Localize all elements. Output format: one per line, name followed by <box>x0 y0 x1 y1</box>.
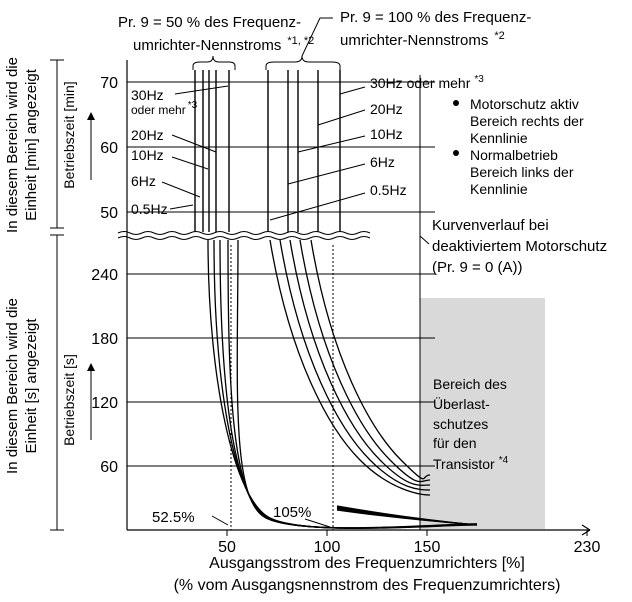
label-30hz-right: 30Hz oder mehr *3 <box>370 74 484 91</box>
label-30hz-left: 30Hz <box>131 87 164 103</box>
label-20hz-right: 20Hz <box>370 101 403 117</box>
label-30hz-right-sup: *3 <box>474 74 484 85</box>
transistor-sup: *4 <box>499 455 509 466</box>
brace-left <box>192 55 236 70</box>
marker-52-5-label: 52.5% <box>152 509 195 526</box>
label-20hz-left: 20Hz <box>131 127 164 143</box>
y-tick-labels: 70 60 50 240 180 120 60 <box>91 75 118 476</box>
kurven-arrow <box>419 235 430 245</box>
transistor-label-5: Transistor *4 <box>433 455 509 472</box>
transistor-label-1: Bereich des <box>433 376 507 392</box>
bullet-1-line2: Bereich rechts der <box>470 113 584 129</box>
marker-105-arrow <box>304 518 331 528</box>
bullet-1-line3: Kennlinie <box>470 130 528 146</box>
curve-tail <box>336 505 478 526</box>
curve-100pct <box>310 239 431 480</box>
curve-100pct <box>279 239 431 491</box>
label-10hz-right: 10Hz <box>370 126 403 142</box>
top-left-sup: *1, *2 <box>287 35 314 47</box>
y-axis-arrowhead-min <box>87 112 95 120</box>
x-tick-labels: 50 100 150 230 <box>218 530 600 556</box>
axis-break <box>117 236 371 240</box>
label-10hz-left-arrow <box>171 156 209 170</box>
x-tick-label: 150 <box>414 539 441 556</box>
x-tick-label: 230 <box>574 539 601 556</box>
marker-52-5-arrow <box>211 515 229 526</box>
marker-105-label: 105% <box>273 504 311 521</box>
kurven-label-3: (Pr. 9 = 0 (A)) <box>432 259 522 276</box>
y-axis-label-min: Betriebszeit [min] <box>61 81 77 188</box>
top-right-sup: *2 <box>494 30 504 42</box>
upper-panel-lines <box>194 70 341 232</box>
y-tick-label-min: 50 <box>100 205 118 222</box>
horizontal-gridlines <box>127 81 435 467</box>
y-axis-arrowhead-s <box>87 363 95 371</box>
top-right-label-1: Pr. 9 = 100 % des Frequenz- <box>340 9 531 26</box>
kurven-label-2: deaktiviertem Motorschutz <box>432 238 607 255</box>
label-20hz-left-arrow <box>171 134 217 153</box>
label-10hz-left: 10Hz <box>131 147 164 163</box>
top-left-label-1: Pr. 9 = 50 % des Frequenz- <box>118 14 301 31</box>
label-30hz-right-arrow <box>339 86 366 95</box>
bullet-2 <box>453 150 459 156</box>
curve-50pct <box>236 239 478 529</box>
label-6hz-right-arrow <box>287 163 366 185</box>
label-6hz-left-arrow <box>161 181 201 198</box>
bullet-2-line1: Normalbetrieb <box>470 147 558 163</box>
bullet-1 <box>453 100 459 106</box>
transistor-protection-region <box>420 298 545 529</box>
transistor-label-2: Überlast- <box>433 395 490 412</box>
bullet-1-line1: Motorschutz aktiv <box>470 96 579 112</box>
bullet-2-line3: Kennlinie <box>470 181 528 197</box>
brace-right <box>265 55 341 70</box>
y-tick-label-min: 70 <box>100 75 118 92</box>
y-tick-label-s: 60 <box>100 459 118 476</box>
bullet-2-line2: Bereich links der <box>470 164 574 180</box>
side-label-min-1: In diesem Bereich wird die <box>4 57 21 233</box>
side-label-s-1: In diesem Bereich wird die <box>4 298 21 474</box>
x-tick-label: 50 <box>218 539 236 556</box>
axis-break <box>117 231 371 235</box>
curve-100pct <box>299 239 431 483</box>
label-30hz-left-2: oder mehr *3 <box>131 100 198 117</box>
label-20hz-right-arrow <box>317 109 366 126</box>
y-tick-label-s: 120 <box>91 395 118 412</box>
side-label-s-2: Einheit [s] angezeigt <box>23 318 40 454</box>
x-axis-arrow <box>581 529 591 536</box>
label-05hz-right: 0.5Hz <box>370 182 407 198</box>
y-axis-label-s: Betriebszeit [s] <box>61 354 77 446</box>
x-tick-label: 100 <box>314 539 341 556</box>
label-05hz-left-arrow <box>169 204 194 210</box>
label-30hz-left-sup: *3 <box>188 100 198 111</box>
y-tick-label-s: 180 <box>91 331 118 348</box>
top-right-label-2: umrichter-Nennstroms *2 <box>340 30 505 49</box>
x-axis-label: Ausgangsstrom des Frequenzumrichters [%] <box>209 555 525 572</box>
kurven-label-1: Kurvenverlauf bei <box>432 217 549 234</box>
x-axis-arrow <box>581 524 591 531</box>
label-10hz-right-arrow <box>297 135 366 153</box>
curve-100pct <box>289 239 431 486</box>
label-6hz-left: 6Hz <box>131 173 156 189</box>
transistor-label-4: für den <box>433 435 477 451</box>
label-05hz-left: 0.5Hz <box>131 201 168 217</box>
side-label-min-2: Einheit [min] angezeigt <box>23 68 40 221</box>
label-6hz-right: 6Hz <box>370 154 395 170</box>
curve-100pct <box>269 239 431 496</box>
lower-panel-curves <box>207 239 478 529</box>
top-left-label-2: umrichter-Nennstroms *1, *2 <box>133 35 314 54</box>
label-30hz-left-arrow <box>174 85 229 95</box>
brace-right-pointer <box>301 17 333 57</box>
y-tick-label-s: 240 <box>91 267 118 284</box>
transistor-label-3: schutzes <box>433 416 488 432</box>
label-05hz-right-arrow <box>269 192 366 221</box>
x-axis-label-2: (% vom Ausgangsnennstrom des Frequenzumr… <box>174 577 561 594</box>
y-tick-label-min: 60 <box>100 140 118 157</box>
